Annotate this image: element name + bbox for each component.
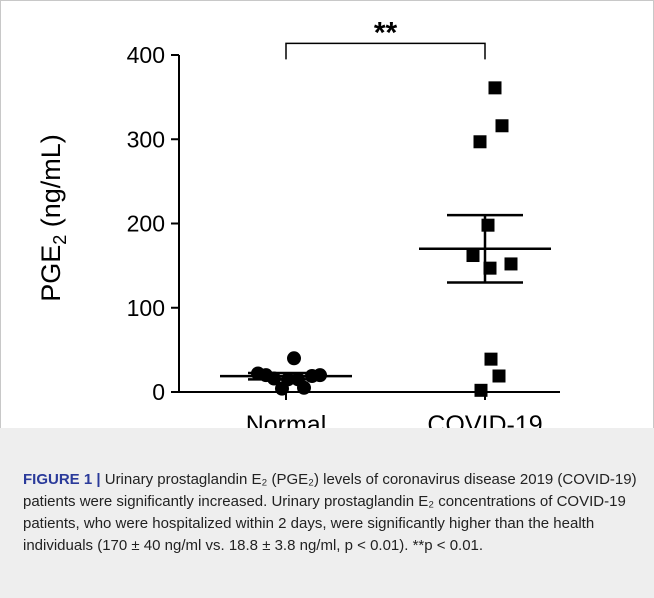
y-axis-label: PGE2 (ng/mL) (36, 134, 70, 302)
y-axis: 0 100 200 300 400 (127, 42, 180, 405)
y-tick-label-0: 0 (152, 379, 165, 405)
data-points (251, 81, 518, 397)
point-covid-19-0 (474, 383, 488, 397)
y-tick-label-300: 300 (127, 126, 165, 152)
significance-stars: ** (374, 16, 398, 49)
point-covid-19-4 (483, 261, 497, 275)
y-tick-label-400: 400 (127, 42, 165, 68)
y-axis-label-unit: (ng/mL) (36, 134, 66, 235)
point-covid-19-2 (492, 369, 506, 383)
significance-annotation: ** (285, 16, 486, 60)
figure-caption: FIGURE 1 | Urinary prostaglandin E₂ (PGE… (0, 428, 654, 598)
y-axis-label-main: PGE (36, 245, 66, 302)
caption-body: Urinary prostaglandin E₂ (PGE₂) levels o… (23, 471, 637, 554)
point-covid-19-7 (473, 135, 487, 149)
point-covid-19-5 (504, 257, 518, 271)
x-axis: Normal COVID-19 (179, 391, 560, 428)
point-covid-19-6 (481, 218, 495, 232)
y-tick-label-100: 100 (127, 295, 165, 321)
point-normal-5 (287, 351, 301, 366)
point-covid-19-9 (488, 81, 502, 95)
point-normal-7 (297, 380, 311, 395)
x-tick-label-normal: Normal (246, 411, 327, 428)
point-covid-19-8 (495, 119, 509, 133)
mean-sem-bars (220, 213, 551, 381)
chart-canvas: 0 100 200 300 400 Normal COVID-19 ** PGE2 (ng… (36, 16, 560, 428)
y-axis-label-sub: 2 (50, 235, 70, 245)
y-tick-label-200: 200 (127, 211, 165, 237)
caption-separator: | (92, 471, 105, 488)
significance-bracket (285, 42, 486, 60)
x-tick-label-covid-19: COVID-19 (427, 411, 542, 428)
point-covid-19-3 (466, 249, 480, 263)
caption-label: FIGURE 1 (23, 471, 93, 488)
point-covid-19-1 (484, 352, 498, 366)
